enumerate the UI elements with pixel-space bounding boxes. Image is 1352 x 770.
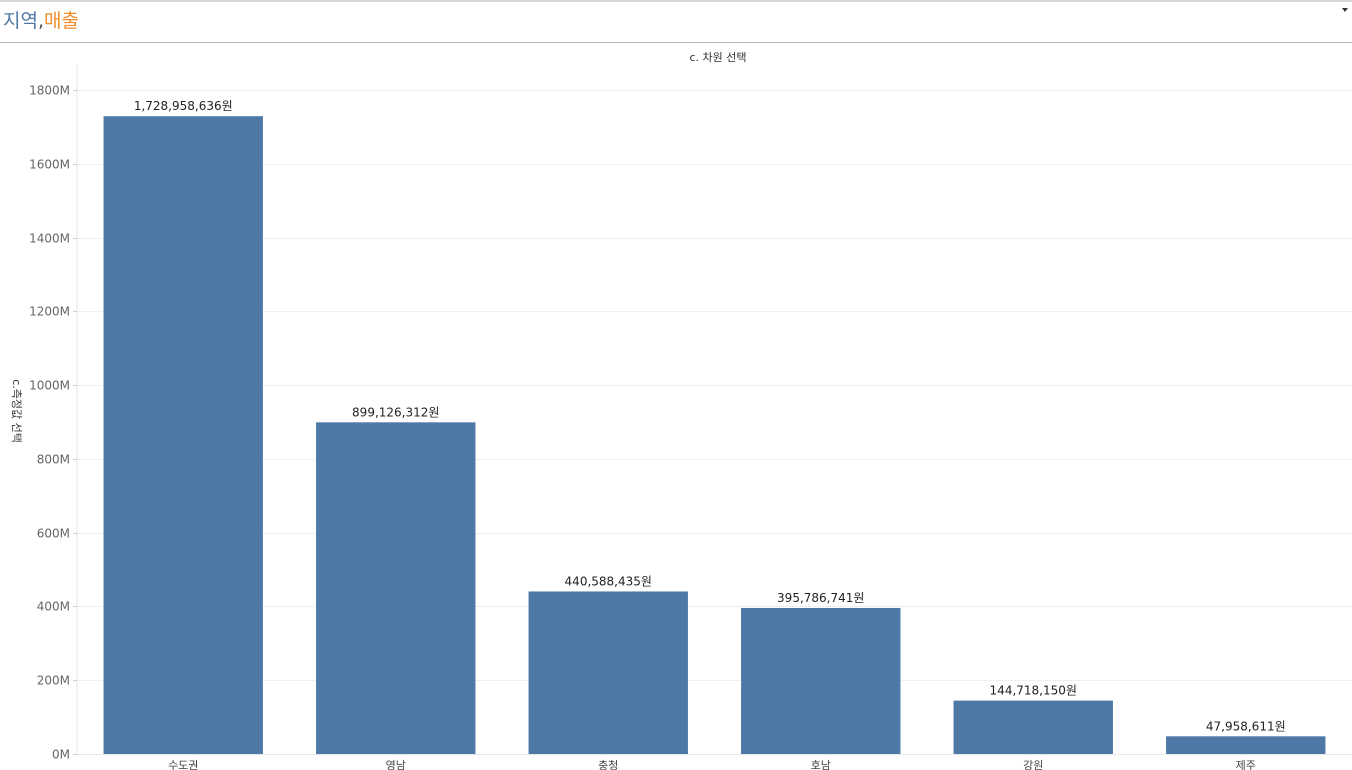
sheet-title-dimension: 지역 — [3, 10, 38, 32]
y-tick-label: 0M — [52, 748, 70, 762]
bar[interactable] — [741, 607, 901, 754]
chevron-down-icon[interactable] — [1342, 8, 1348, 12]
bar-value-label: 440,588,435원 — [565, 574, 652, 588]
bar-value-label: 47,958,611원 — [1206, 719, 1286, 733]
bar[interactable] — [953, 700, 1113, 754]
bar[interactable] — [1166, 736, 1326, 754]
data-labels: 1,728,958,636원 899,126,312원 440,588,435원 39… — [134, 99, 1286, 733]
x-category-label: 제주 — [1236, 759, 1256, 770]
sheet-title-bar: 지역,매출 — [0, 2, 1352, 43]
y-tick-label: 600M — [37, 527, 70, 541]
y-tick-label: 1400M — [29, 232, 70, 246]
bars — [103, 116, 1326, 755]
bar-value-label: 395,786,741원 — [777, 591, 864, 605]
bar-value-label: 899,126,312원 — [352, 405, 439, 419]
y-tick-label: 200M — [37, 674, 70, 688]
y-tick-label: 1200M — [29, 305, 70, 319]
gridlines — [77, 90, 1352, 681]
bar-value-label: 144,718,150원 — [990, 684, 1077, 698]
x-category-label: 수도권 — [168, 759, 198, 770]
y-tick-label: 400M — [37, 600, 70, 614]
bar[interactable] — [528, 591, 688, 754]
y-axis-ticks: 0M 200M 400M 600M 800M 1000M 1200M 1400M 1600M 18… — [29, 84, 77, 762]
bar[interactable] — [316, 422, 476, 754]
x-axis-categories: 수도권 영남 충청 호남 강원 제주 — [168, 759, 1256, 770]
column-header-label: c. 차원 선택 — [689, 51, 746, 64]
x-category-label: 충청 — [598, 759, 618, 770]
x-category-label: 영남 — [386, 759, 406, 770]
bar-value-label: 1,728,958,636원 — [134, 99, 233, 113]
y-tick-label: 1600M — [29, 158, 70, 172]
top-border — [0, 0, 1352, 2]
sheet-title: 지역,매출 — [3, 10, 79, 32]
sheet-title-separator: , — [37, 10, 45, 32]
x-category-label: 호남 — [811, 759, 831, 770]
y-tick-label: 800M — [37, 453, 70, 467]
x-category-label: 강원 — [1023, 759, 1043, 770]
bar[interactable] — [103, 116, 263, 755]
y-tick-label: 1000M — [29, 379, 70, 393]
y-tick-label: 1800M — [29, 84, 70, 98]
sheet-title-measure: 매출 — [44, 10, 79, 32]
bar-chart: 0M 200M 400M 600M 800M 1000M 1200M 1400M 1600M 18… — [10, 51, 1352, 770]
y-axis-title: c.측정값 선택 — [10, 379, 23, 443]
